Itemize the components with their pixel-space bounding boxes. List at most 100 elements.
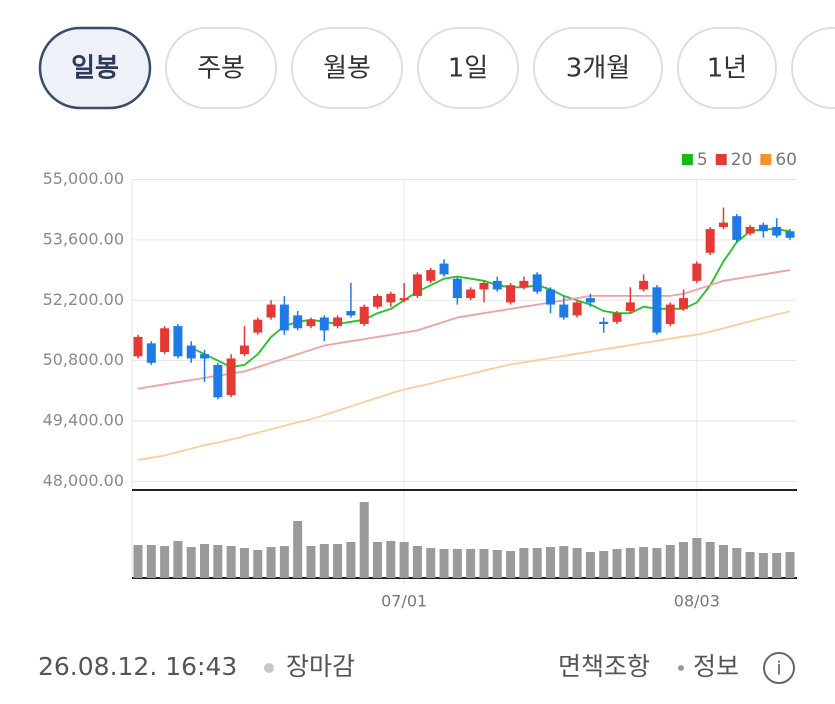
volume-bar: [639, 547, 649, 578]
y-tick-label: 48,000.00: [43, 471, 124, 490]
candle-body: [679, 298, 689, 309]
candle-body: [625, 302, 635, 312]
volume-bar: [306, 546, 316, 578]
volume-bar: [452, 549, 462, 578]
volume-bar: [532, 548, 542, 578]
candle-body: [492, 280, 502, 290]
candle-body: [346, 311, 356, 316]
candle-body: [639, 280, 649, 290]
candle-body: [386, 293, 396, 303]
volume-bar: [785, 552, 795, 578]
volume-bar: [705, 542, 715, 578]
x-tick-label: 08/03: [674, 592, 720, 611]
tab-button[interactable]: [417, 27, 519, 109]
candle-body: [439, 263, 449, 275]
volume-bar: [559, 546, 569, 578]
candle-body: [652, 287, 662, 333]
volume-bar: [758, 553, 768, 578]
volume-bar: [213, 545, 223, 578]
candle-body: [319, 317, 329, 331]
volume-bar: [373, 542, 383, 578]
volume-bar: [399, 542, 409, 578]
candle-body: [266, 304, 276, 318]
tab-button[interactable]: [791, 27, 835, 109]
volume-bar: [412, 546, 422, 578]
y-tick-label: 55,000.00: [43, 169, 124, 188]
tab-label: 3개월: [566, 54, 630, 84]
volume-bar: [572, 548, 582, 578]
tab-label: 1일: [448, 54, 488, 84]
status-dot: [264, 663, 274, 673]
tab-button[interactable]: [677, 27, 777, 109]
candle-body: [359, 306, 369, 324]
info-icon[interactable]: [763, 652, 795, 684]
volume-bar: [359, 502, 369, 578]
volume-bar: [599, 551, 609, 578]
volume-bar: [346, 542, 356, 578]
y-tick-label: 52,200.00: [43, 290, 124, 309]
volume-bar: [226, 546, 236, 578]
volume-bar: [479, 549, 489, 578]
volume-bar: [652, 548, 662, 578]
moving-average-line: [137, 310, 791, 461]
volume-bar: [239, 548, 249, 578]
legend-label: 5: [697, 150, 708, 170]
y-tick-label: 49,400.00: [43, 411, 124, 430]
moving-average-line: [190, 228, 791, 369]
candle-body: [785, 231, 795, 238]
volume-bar: [266, 547, 276, 578]
volume-bar: [200, 544, 210, 578]
candle-body: [213, 364, 223, 398]
candle-body: [718, 222, 728, 227]
volume-bar: [133, 545, 143, 578]
candle-body: [253, 319, 263, 333]
footer: 26.08.12. 16:43 장마감 면책조항 정보 i: [38, 652, 795, 684]
volume-bar: [333, 544, 343, 578]
volume-bar: [253, 550, 263, 578]
candle-body: [732, 216, 742, 240]
legend-label: 20: [731, 150, 753, 170]
candle-body: [226, 358, 236, 396]
volume-bar: [772, 553, 782, 578]
volume-bar: [160, 546, 170, 578]
candle-body: [160, 328, 170, 352]
candle-body: [466, 289, 476, 299]
candle-body: [559, 304, 569, 318]
candle-body: [532, 274, 542, 292]
candle-body: [599, 321, 609, 324]
volume-bar: [466, 549, 476, 578]
candle-body: [426, 270, 436, 281]
volume-bar: [625, 548, 635, 578]
period-tabs: 일봉주봉월봉1일3개월1년3: [38, 26, 835, 110]
candle-body: [519, 280, 529, 288]
candle-body: [758, 224, 768, 232]
candle-body: [705, 229, 715, 253]
candle-body: [452, 278, 462, 299]
info-icon-glyph: i: [776, 658, 781, 680]
volume-bar: [732, 548, 742, 578]
candle-body: [412, 274, 422, 296]
volume-bar: [679, 542, 689, 578]
y-tick-label: 53,600.00: [43, 229, 124, 248]
tab-button[interactable]: [291, 27, 403, 109]
volume-bar: [519, 548, 529, 578]
candle-body: [665, 304, 675, 324]
candle-body: [585, 298, 595, 303]
volume-bar: [279, 546, 289, 578]
candle-body: [293, 315, 303, 329]
chart: 55,000.00 53,600.00 52,200.00 50,800.00 49,4…: [43, 150, 797, 611]
volume-bar: [718, 545, 728, 578]
tab-button[interactable]: [533, 27, 663, 109]
candle-body: [399, 298, 409, 301]
candle-body: [133, 336, 143, 357]
candle-body: [772, 226, 782, 236]
legend-swatch: [760, 154, 772, 165]
candle-body: [186, 345, 196, 359]
tab-button[interactable]: [38, 26, 152, 110]
tab-button[interactable]: [165, 27, 277, 109]
tab-label: 주봉: [197, 54, 245, 84]
info-link[interactable]: 정보: [693, 652, 739, 681]
tab-label: 일봉: [71, 54, 119, 84]
candle-body: [545, 289, 555, 305]
disclaimer-link[interactable]: 면책조항: [558, 652, 650, 681]
